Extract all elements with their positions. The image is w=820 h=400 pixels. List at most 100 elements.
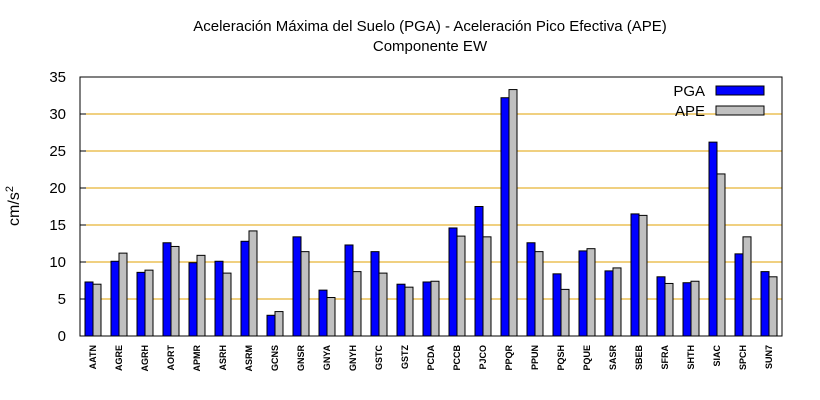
bar-pga-asrh — [214, 260, 224, 337]
bar-ape-pque — [586, 248, 596, 337]
y-axis-label-exponent: 2 — [4, 186, 16, 192]
x-tick-label: GNYH — [348, 345, 358, 371]
x-tick-label: PJCO — [478, 345, 488, 370]
bar-pga-spch — [734, 253, 744, 337]
x-tick-label: GSTC — [374, 345, 384, 371]
x-tick-label: APMR — [192, 345, 202, 372]
bar-pga-gstz — [396, 283, 406, 337]
bar-pga-sun7 — [760, 271, 770, 337]
bar-ape-ppqr — [508, 89, 518, 337]
y-axis-label-base: cm/s — [6, 192, 23, 226]
bar-pga-gnsr — [292, 236, 302, 337]
bar-pga-gcns — [266, 314, 276, 337]
bar-ape-pjco — [482, 236, 492, 337]
bar-pga-sasr — [604, 270, 614, 337]
bar-ape-asrm — [248, 230, 258, 337]
bar-ape-shth — [690, 280, 700, 337]
x-tick-label: AATN — [88, 345, 98, 369]
bar-pga-aort — [162, 242, 172, 337]
legend: PGA APE — [673, 83, 765, 120]
x-tick-label: GNSR — [296, 345, 306, 372]
bar-ape-aort — [170, 245, 180, 337]
y-tick-label: 20 — [49, 180, 66, 197]
bar-ape-gstc — [378, 272, 388, 337]
bar-pga-pqsh — [552, 273, 562, 337]
y-tick-label: 35 — [49, 69, 66, 86]
bar-ape-gnsr — [300, 251, 310, 337]
y-tick-label: 25 — [49, 143, 66, 160]
bar-pga-pque — [578, 250, 588, 337]
bar-pga-pjco — [474, 206, 484, 337]
bar-pga-gstc — [370, 251, 380, 337]
bar-pga-sbeb — [630, 213, 640, 337]
bar-ape-apmr — [196, 254, 206, 337]
bar-ape-siac — [716, 173, 726, 337]
bar-ape-gcns — [274, 311, 284, 337]
x-tick-label: ASRM — [244, 345, 254, 372]
chart-title-line2: Componente EW — [373, 38, 488, 55]
bar-pga-gnya — [318, 289, 328, 337]
bar-pga-gnyh — [344, 244, 354, 337]
x-tick-label: SBEB — [634, 345, 644, 371]
x-axis-ticks: AATN AGRE AGRH AORT APMR ASRH ASRM GCNS GNSR GNYA… — [88, 331, 774, 372]
y-tick-label: 0 — [58, 328, 66, 345]
bar-ape-pcda — [430, 280, 440, 337]
chart-title-line1: Aceleración Máxima del Suelo (PGA) - Ace… — [193, 18, 667, 35]
x-tick-label: SIAC — [712, 345, 722, 367]
y-axis-label: cm/s2 — [4, 186, 23, 226]
y-tick-label: 30 — [49, 106, 66, 123]
x-tick-label: PCCB — [452, 345, 462, 371]
bar-ape-spch — [742, 236, 752, 337]
gridlines — [80, 113, 782, 300]
x-tick-label: SFRA — [660, 345, 670, 370]
bar-pga-pccb — [448, 227, 458, 337]
x-tick-label: SUN7 — [764, 345, 774, 369]
bar-ape-agre — [118, 252, 128, 337]
bar-ape-pqsh — [560, 288, 570, 337]
bar-pga-asrm — [240, 240, 250, 337]
bar-ape-aatn — [92, 283, 102, 337]
bar-pga-ppqr — [500, 97, 510, 337]
plot-frame — [79, 76, 783, 337]
bar-ape-ppun — [534, 251, 544, 337]
x-tick-label: PPQR — [504, 345, 514, 371]
x-tick-label: SASR — [608, 345, 618, 371]
bar-pga-siac — [708, 141, 718, 337]
bar-pga-agre — [110, 260, 120, 337]
bar-ape-gstz — [404, 286, 414, 337]
legend-swatch-pga — [715, 85, 765, 96]
x-tick-label: SPCH — [738, 345, 748, 370]
x-tick-label: ASRH — [218, 345, 228, 371]
bar-pga-sfra — [656, 276, 666, 337]
x-tick-label: PQSH — [556, 345, 566, 371]
bar-ape-sbeb — [638, 214, 648, 337]
bar-ape-agrh — [144, 269, 154, 337]
bar-ape-asrh — [222, 272, 232, 337]
y-tick-label: 15 — [49, 217, 66, 234]
x-tick-label: PPUN — [530, 345, 540, 370]
y-tick-label: 10 — [49, 254, 66, 271]
legend-label-pga: PGA — [673, 83, 705, 100]
bars — [84, 89, 778, 337]
x-tick-label: SHTH — [686, 345, 696, 370]
bar-pga-pcda — [422, 281, 432, 337]
x-tick-label: AGRH — [140, 345, 150, 372]
y-tick-label: 5 — [58, 291, 66, 308]
bar-pga-ppun — [526, 242, 536, 337]
legend-label-ape: APE — [675, 103, 705, 120]
bar-pga-aatn — [84, 281, 94, 337]
bar-ape-gnya — [326, 297, 336, 337]
bar-ape-sun7 — [768, 276, 778, 337]
bar-pga-apmr — [188, 262, 198, 337]
bar-ape-gnyh — [352, 271, 362, 337]
x-tick-label: GSTZ — [400, 344, 410, 369]
x-tick-label: AGRE — [114, 345, 124, 371]
bar-ape-sfra — [664, 282, 674, 337]
bar-pga-agrh — [136, 271, 146, 337]
x-tick-label: GCNS — [270, 345, 280, 371]
x-tick-label: PCDA — [426, 345, 436, 371]
legend-swatch-ape — [715, 105, 765, 116]
bar-ape-pccb — [456, 235, 466, 337]
x-tick-label: PQUE — [582, 345, 592, 371]
